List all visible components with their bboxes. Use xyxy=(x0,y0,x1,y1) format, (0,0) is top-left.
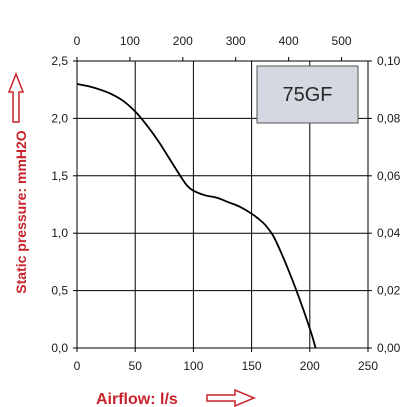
top-tick-label: 0 xyxy=(74,34,81,48)
y-axis-label: Static pressure: mmH2O xyxy=(13,130,29,294)
plot-frame xyxy=(76,60,369,349)
top-tick-label: 300 xyxy=(226,34,246,48)
top-tick-labels: 0 100 200 300 400 500 xyxy=(74,34,352,48)
top-tick-label: 100 xyxy=(120,34,140,48)
y-tick-label: 0,0 xyxy=(51,341,68,355)
right-tick-label: 0,08 xyxy=(377,111,401,125)
y-tick-label: 0,5 xyxy=(51,284,68,298)
left-tick-labels: 0,0 0,5 1,0 1,5 2,0 2,5 xyxy=(51,54,68,355)
y-tick-label: 1,0 xyxy=(51,226,68,240)
right-tick-label: 0,10 xyxy=(377,54,401,68)
x-tick-label: 250 xyxy=(358,359,378,373)
x-axis-label: Airflow: l/s xyxy=(96,391,178,407)
model-label: 75GF xyxy=(282,84,332,106)
bottom-tick-labels: 0 50 100 150 200 250 xyxy=(74,359,379,373)
series-line-75gf xyxy=(76,83,317,349)
y-tick-label: 2,5 xyxy=(51,54,68,68)
right-tick-label: 0,02 xyxy=(377,284,401,298)
right-tick-label: 0,04 xyxy=(377,226,401,240)
model-label-box: 75GF xyxy=(256,65,359,124)
axis-tick-marks xyxy=(73,57,372,352)
y-tick-label: 1,5 xyxy=(51,169,68,183)
x-tick-label: 100 xyxy=(183,359,203,373)
x-tick-label: 150 xyxy=(242,359,262,373)
y-tick-label: 2,0 xyxy=(51,111,68,125)
ylabel-group: Static pressure: mmH2O xyxy=(7,71,29,294)
top-tick-label: 400 xyxy=(279,34,299,48)
top-tick-label: 200 xyxy=(173,34,193,48)
right-tick-label: 0,06 xyxy=(377,169,401,183)
xlabel-group: Airflow: l/s xyxy=(96,388,256,407)
x-tick-label: 50 xyxy=(129,359,143,373)
x-tick-label: 0 xyxy=(74,359,81,373)
x-tick-label: 200 xyxy=(300,359,320,373)
right-arrow-icon xyxy=(206,388,256,407)
right-tick-label: 0,00 xyxy=(377,341,401,355)
top-tick-label: 500 xyxy=(332,34,352,48)
right-tick-labels: 0,00 0,02 0,04 0,06 0,08 0,10 xyxy=(377,54,401,355)
up-arrow-icon xyxy=(7,71,25,123)
